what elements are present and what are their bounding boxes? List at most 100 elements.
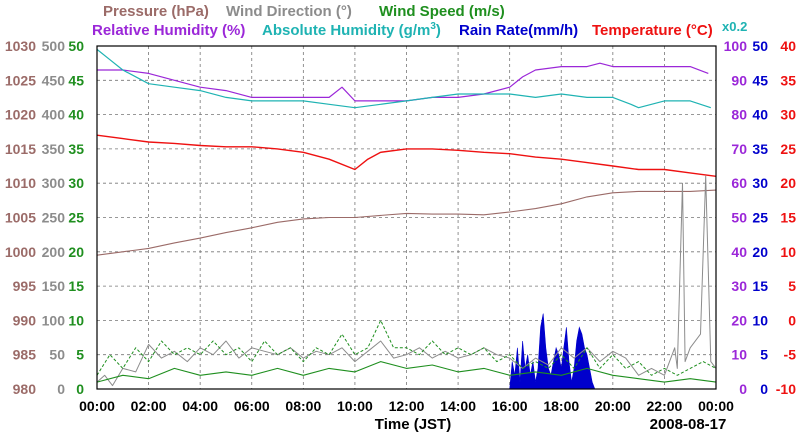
relative-humidity-tick-label: 70 (731, 141, 747, 157)
legend-absolute-humidity-tail: ) (436, 22, 441, 39)
rain-rate-tick-label: 10 (752, 312, 768, 328)
plot-frame (96, 45, 717, 390)
x-tick-label: 10:00 (337, 398, 373, 414)
rain-rate-tick-label: 30 (752, 175, 768, 191)
pressure-tick-label: 1025 (5, 72, 36, 88)
pressure-tick-label: 1005 (5, 210, 36, 226)
legend-pressure: Pressure (hPa) (103, 3, 209, 20)
pressure-tick-label: 1020 (5, 107, 36, 123)
x-tick-label: 18:00 (543, 398, 579, 414)
wind-speed-tick-label: 25 (68, 210, 84, 226)
temperature-tick-label: 5 (788, 278, 796, 294)
wind-speed-tick-label: 10 (68, 312, 84, 328)
axes-frame (96, 45, 717, 390)
temperature-tick-label: 15 (780, 210, 796, 226)
rain-rate-tick-label: 5 (760, 347, 768, 363)
relative-humidity-tick-label: 50 (731, 210, 747, 226)
x-tick-label: 12:00 (389, 398, 425, 414)
legend-absolute-humidity-sup: 3 (430, 21, 436, 32)
pressure-tick-label: 990 (13, 312, 37, 328)
relative-humidity-tick-label: 10 (731, 347, 747, 363)
wind-speed-tick-label: 30 (68, 175, 84, 191)
wind-direction-tick-label: 300 (42, 175, 66, 191)
rain-rate-tick-label: 40 (752, 107, 768, 123)
temperature-tick-label: -10 (776, 381, 796, 397)
pressure-tick-label: 980 (13, 381, 37, 397)
legend-multiplier-note: x0.2 (722, 19, 747, 34)
pressure-tick-label: 1010 (5, 175, 36, 191)
right-y-axes: 1009080706050403020100504540353025201510… (724, 38, 797, 397)
series-wind-speed-line (96, 361, 717, 383)
rain-rate-tick-label: 20 (752, 244, 768, 260)
x-tick-label: 16:00 (492, 398, 528, 414)
wind-speed-tick-label: 40 (68, 107, 84, 123)
x-tick-label: 06:00 (234, 398, 270, 414)
temperature-tick-label: 25 (780, 141, 796, 157)
x-tick-label: 08:00 (285, 398, 321, 414)
temperature-tick-label: 35 (780, 72, 796, 88)
relative-humidity-tick-label: 20 (731, 312, 747, 328)
relative-humidity-tick-label: 80 (731, 107, 747, 123)
temperature-tick-label: 0 (788, 312, 796, 328)
relative-humidity-tick-label: 30 (731, 278, 747, 294)
x-tick-label: 02:00 (131, 398, 167, 414)
chart-grid (97, 46, 716, 389)
temperature-tick-label: 10 (780, 244, 796, 260)
x-tick-label: 22:00 (647, 398, 683, 414)
wind-direction-tick-label: 250 (42, 210, 66, 226)
relative-humidity-tick-label: 0 (739, 381, 747, 397)
wind-speed-tick-label: 15 (68, 278, 84, 294)
date-label: 2008-08-17 (650, 416, 727, 433)
rain-rate-tick-label: 45 (752, 72, 768, 88)
rain-rate-tick-label: 0 (760, 381, 768, 397)
pressure-tick-label: 995 (13, 278, 37, 294)
wind-speed-tick-label: 0 (76, 381, 84, 397)
wind-speed-tick-label: 45 (68, 72, 84, 88)
legend-relative-humidity: Relative Humidity (%) (92, 22, 245, 39)
relative-humidity-tick-label: 90 (731, 72, 747, 88)
pressure-tick-label: 1000 (5, 244, 36, 260)
wind-direction-tick-label: 150 (42, 278, 66, 294)
legend-absolute-humidity: Absolute Humidity (g/m3) (262, 21, 441, 39)
relative-humidity-tick-label: 40 (731, 244, 747, 260)
rain-rate-tick-label: 15 (752, 278, 768, 294)
legend-rain-rate: Rain Rate(mm/h) (459, 22, 578, 39)
temperature-tick-label: 30 (780, 107, 796, 123)
wind-direction-tick-label: 50 (49, 347, 65, 363)
left-y-axes: 1030102510201015101010051000995990985980… (5, 38, 84, 397)
series-wind-speed-dashed-line (96, 319, 717, 376)
x-tick-label: 20:00 (595, 398, 631, 414)
series-pressure-line (96, 189, 717, 256)
temperature-tick-label: -5 (784, 347, 797, 363)
legend-temperature: Temperature (°C) (592, 22, 713, 39)
wind-direction-tick-label: 0 (57, 381, 65, 397)
wind-speed-tick-label: 35 (68, 141, 84, 157)
wind-direction-tick-label: 200 (42, 244, 66, 260)
rain-rate-tick-label: 25 (752, 210, 768, 226)
wind-direction-tick-label: 450 (42, 72, 66, 88)
x-tick-label: 14:00 (440, 398, 476, 414)
relative-humidity-tick-label: 100 (724, 38, 748, 54)
series-wind-direction-line (96, 175, 717, 387)
legend-wind-speed: Wind Speed (m/s) (379, 3, 505, 20)
pressure-tick-label: 1030 (5, 38, 36, 54)
series-relative-humidity-line (97, 62, 709, 102)
wind-speed-tick-label: 20 (68, 244, 84, 260)
x-axis: 00:00 02:00 04:00 06:00 08:00 10:00 12:00 14:00… (79, 398, 734, 414)
wind-speed-tick-label: 5 (76, 347, 84, 363)
pressure-tick-label: 985 (13, 347, 37, 363)
x-tick-label: 04:00 (182, 398, 218, 414)
relative-humidity-tick-label: 60 (731, 175, 747, 191)
wind-direction-tick-label: 400 (42, 107, 66, 123)
wind-direction-tick-label: 500 (42, 38, 66, 54)
rain-rate-tick-label: 35 (752, 141, 768, 157)
wind-direction-tick-label: 350 (42, 141, 66, 157)
series-absolute-humidity-line (96, 48, 711, 109)
temperature-tick-label: 20 (780, 175, 796, 191)
legend-absolute-humidity-label: Absolute Humidity (g/m (262, 22, 430, 39)
x-tick-label: 00:00 (698, 398, 734, 414)
rain-rate-tick-label: 50 (752, 38, 768, 54)
plot-area (96, 48, 717, 390)
legend-wind-direction: Wind Direction (°) (226, 3, 352, 20)
